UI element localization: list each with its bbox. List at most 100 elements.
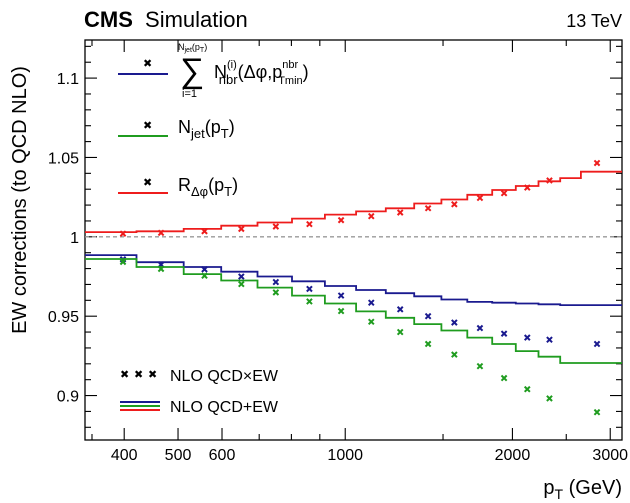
data-point-stroke bbox=[451, 200, 458, 208]
data-point-stroke bbox=[523, 184, 531, 191]
data-point-stroke bbox=[306, 220, 313, 228]
data-point-red bbox=[451, 200, 458, 208]
data-point-stroke bbox=[396, 209, 404, 216]
data-point-red bbox=[238, 225, 245, 233]
series-step-line-red bbox=[85, 170, 622, 233]
data-point-red bbox=[546, 177, 553, 184]
x-tick-label: 400 bbox=[111, 447, 138, 464]
legend-entry-nlo-qcd-plus-ew: NLO QCD+EW bbox=[120, 399, 279, 416]
data-point-green bbox=[396, 328, 404, 336]
legend-entry-sum: ✖ Njet(pT) ∑ i=1 N(i) nbr(Δφ,pnbr Tmin) bbox=[118, 42, 309, 100]
data-point-stroke bbox=[476, 194, 484, 202]
svg-text:CMS Simulation: CMS Simulation bbox=[84, 7, 248, 32]
data-point-stroke bbox=[201, 272, 208, 280]
data-point-stroke bbox=[593, 408, 601, 416]
data-point-stroke bbox=[593, 159, 601, 167]
data-point-stroke bbox=[337, 292, 345, 299]
data-point-red bbox=[337, 216, 345, 224]
legend-qcdxew-marker-red: ✖ bbox=[148, 369, 157, 381]
data-point-green bbox=[157, 265, 165, 273]
legend-qcdplusew-label: NLO QCD+EW bbox=[170, 399, 279, 416]
data-point-stroke bbox=[337, 216, 345, 224]
data-point-stroke bbox=[238, 225, 245, 233]
x-tick-label: 2000 bbox=[495, 447, 531, 464]
data-point-blue bbox=[500, 330, 508, 337]
y-tick-label: 0.9 bbox=[57, 389, 79, 406]
data-point-blue bbox=[201, 266, 208, 273]
y-tick-label: 0.95 bbox=[48, 309, 79, 326]
data-point-stroke bbox=[523, 385, 531, 393]
series-group bbox=[85, 159, 622, 416]
data-point-stroke bbox=[500, 189, 508, 197]
data-point-blue bbox=[337, 292, 345, 299]
data-point-stroke bbox=[451, 319, 458, 326]
energy-label: 13 TeV bbox=[566, 11, 622, 31]
data-point-stroke bbox=[201, 266, 208, 273]
series-step-line-blue bbox=[85, 254, 622, 306]
data-point-stroke bbox=[157, 265, 165, 273]
data-point-blue bbox=[238, 273, 245, 280]
data-point-red bbox=[424, 204, 432, 212]
legend-qcdxew-label: NLO QCD×EW bbox=[170, 368, 279, 385]
data-point-stroke bbox=[546, 336, 553, 343]
data-point-stroke bbox=[546, 177, 553, 184]
data-point-stroke bbox=[272, 289, 280, 296]
y-tick-label: 1.1 bbox=[57, 71, 79, 88]
data-point-blue bbox=[476, 324, 484, 332]
data-point-green bbox=[306, 298, 313, 305]
data-point-blue bbox=[306, 285, 313, 293]
x-tick-label: 3000 bbox=[592, 447, 628, 464]
data-point-stroke bbox=[424, 340, 432, 348]
data-point-green bbox=[523, 385, 531, 393]
data-point-stroke bbox=[157, 229, 165, 237]
data-point-stroke bbox=[396, 328, 404, 336]
x-tick-label: 1000 bbox=[327, 447, 363, 464]
legend-sum-lower: i=1 bbox=[182, 88, 197, 100]
axes: 0.9 0.95 1 1.05 1.1 400 500 600 1000 2000 3000 bbox=[48, 39, 628, 464]
data-point-stroke bbox=[546, 395, 553, 402]
data-point-red bbox=[157, 229, 165, 237]
y-tick-label: 1.05 bbox=[48, 150, 79, 167]
data-point-stroke bbox=[523, 334, 531, 341]
data-point-blue bbox=[367, 299, 375, 307]
simulation-label: Simulation bbox=[145, 7, 248, 32]
data-point-stroke bbox=[272, 223, 280, 230]
data-point-stroke bbox=[306, 298, 313, 305]
data-point-blue bbox=[396, 306, 404, 313]
data-point-stroke bbox=[272, 278, 280, 286]
y-axis-label: EW corrections (to QCD NLO) bbox=[9, 66, 31, 334]
data-point-green bbox=[201, 272, 208, 280]
data-point-green bbox=[500, 374, 508, 382]
data-point-red bbox=[367, 212, 375, 220]
legend-njet-label: Njet(pT) bbox=[178, 117, 235, 141]
data-point-green bbox=[238, 280, 245, 288]
series-step-line-green bbox=[85, 258, 622, 364]
x-tick-label: 500 bbox=[165, 447, 192, 464]
data-point-green bbox=[476, 362, 484, 370]
experiment-label: CMS bbox=[84, 7, 133, 32]
data-point-red bbox=[523, 184, 531, 191]
data-point-green bbox=[119, 258, 127, 266]
plot-frame bbox=[84, 39, 623, 441]
x-axis-label-base: p bbox=[543, 477, 554, 499]
legend-marker-green: ✖ bbox=[143, 120, 152, 132]
data-point-stroke bbox=[367, 318, 375, 326]
data-point-stroke bbox=[500, 330, 508, 337]
data-point-red bbox=[119, 230, 127, 237]
legend-qcdxew-marker-green: ✖ bbox=[134, 369, 143, 381]
legend-sum-upper: Njet(pT) bbox=[178, 42, 207, 54]
data-point-stroke bbox=[367, 299, 375, 307]
y-tick-label: 1 bbox=[70, 230, 79, 247]
legend-marker-red: ✖ bbox=[143, 177, 152, 189]
data-point-blue bbox=[272, 278, 280, 286]
data-point-stroke bbox=[476, 362, 484, 370]
legend-entry-rdphi: ✖ RΔφ(pT) bbox=[118, 175, 238, 199]
data-point-red bbox=[306, 220, 313, 228]
data-point-green bbox=[367, 318, 375, 326]
x-tick-label: 600 bbox=[209, 447, 236, 464]
legend-entry-nlo-qcd-x-ew: ✖ ✖ ✖ NLO QCD×EW bbox=[120, 368, 279, 385]
data-point-stroke bbox=[476, 324, 484, 332]
data-point-stroke bbox=[306, 285, 313, 293]
data-point-stroke bbox=[119, 258, 127, 266]
